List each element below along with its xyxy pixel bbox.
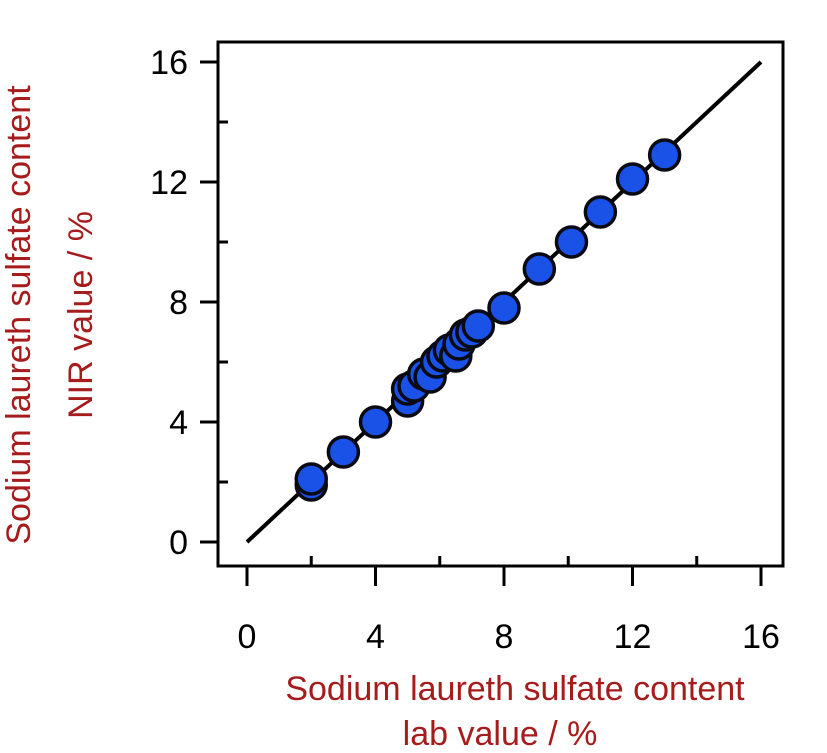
x-tick-label: 4 [366,618,385,656]
data-point [583,195,618,229]
x-tick-label: 16 [742,618,780,656]
y-tick-label: 12 [150,164,188,202]
x-axis-title-line-1: Sodium laureth sulfate content [285,670,745,708]
plot-frame [216,40,785,568]
y-axis-title: Sodium laureth sulfate content NIR value… [0,85,100,545]
x-axis-title: Sodium laureth sulfate content lab value… [285,670,745,753]
y-tick-label: 16 [150,44,188,82]
y-axis-title-line-2: NIR value / % [62,211,100,419]
x-tick-label: 8 [495,618,514,656]
data-point [554,225,589,259]
data-point [461,309,496,343]
data-point [487,291,521,325]
data-point [522,252,557,286]
data-point [615,162,650,196]
x-axis: 0 4 8 12 16 [238,556,780,656]
data-point [358,405,393,439]
data-point [647,138,682,172]
y-tick-label: 8 [169,284,188,322]
y-tick-label: 0 [169,524,188,562]
y-axis: 0 4 8 12 16 [150,44,228,562]
x-tick-label: 0 [238,618,257,656]
data-points [294,138,682,502]
data-point [294,462,328,496]
data-point [326,435,361,469]
y-axis-title-line-1: Sodium laureth sulfate content [0,85,38,545]
x-tick-label: 12 [614,618,652,656]
x-axis-title-line-2: lab value / % [403,715,598,753]
y-tick-label: 4 [169,404,188,442]
